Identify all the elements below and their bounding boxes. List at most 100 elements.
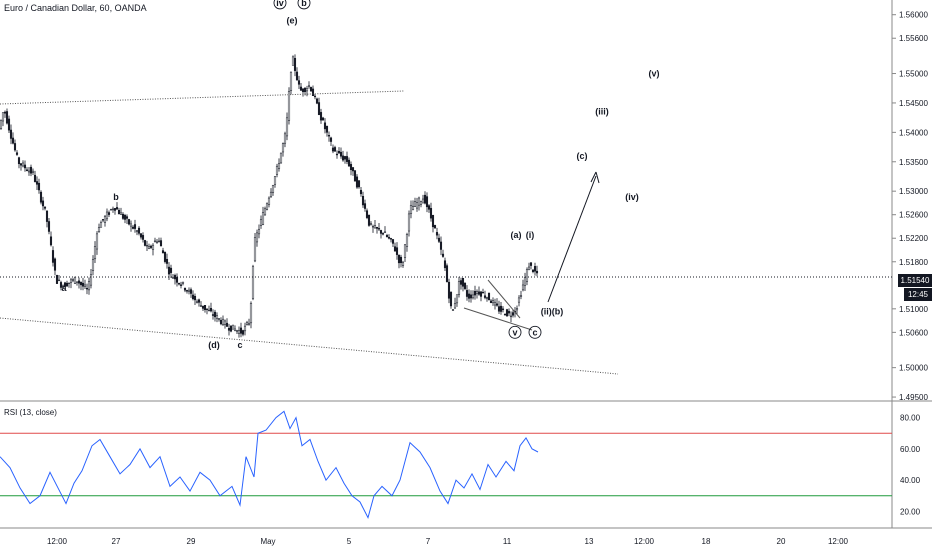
- candle-body: [517, 297, 521, 303]
- candle-body: [301, 88, 305, 93]
- candle-body: [157, 240, 161, 243]
- candle-body: [5, 111, 9, 124]
- candle-body: [365, 210, 369, 218]
- price-tick-label: 1.52200: [899, 234, 928, 243]
- candle-body: [285, 117, 289, 137]
- candle-body: [33, 174, 37, 182]
- time-tick-label: 12:00: [47, 537, 68, 546]
- candle-body: [311, 88, 315, 96]
- candle-body: [199, 305, 203, 307]
- candle-body: [21, 162, 25, 167]
- candle-body: [471, 294, 475, 299]
- wave-label: (iv): [625, 192, 639, 202]
- candle-body: [355, 176, 359, 188]
- candle-body: [31, 170, 35, 173]
- candle-body: [211, 314, 215, 316]
- candle-body: [69, 279, 73, 283]
- candle-body: [421, 198, 425, 204]
- candle-body: [477, 291, 481, 295]
- candle-body: [423, 194, 427, 204]
- candle-body: [381, 233, 385, 235]
- candle-body: [195, 301, 199, 303]
- candle-body: [485, 297, 489, 299]
- candle-body: [257, 228, 261, 235]
- candle-body: [415, 202, 419, 209]
- candle-body: [17, 157, 21, 164]
- candle-body: [437, 237, 441, 242]
- candle-body: [61, 285, 65, 288]
- candle-body: [499, 305, 503, 312]
- candle-body: [151, 244, 155, 250]
- candle-body: [89, 274, 93, 286]
- candle-body: [299, 86, 303, 91]
- candle-body: [451, 309, 455, 311]
- candle-body: [393, 246, 397, 252]
- candle-body: [401, 261, 405, 266]
- candle-body: [457, 281, 461, 295]
- price-tick-label: 1.54000: [899, 128, 928, 137]
- candle-body: [143, 240, 147, 246]
- candle-body: [57, 279, 61, 282]
- candle-body: [441, 253, 445, 257]
- candle-body: [431, 214, 435, 228]
- candle-body: [269, 191, 273, 198]
- time-tick-label: 27: [112, 537, 121, 546]
- candle-body: [351, 167, 355, 172]
- candle-body: [443, 260, 447, 269]
- price-tick-label: 1.55600: [899, 34, 928, 43]
- candle-body: [327, 135, 331, 137]
- candle-body: [51, 250, 55, 263]
- candle-body: [405, 234, 409, 247]
- candle-body: [99, 222, 103, 228]
- candle-body: [315, 98, 319, 104]
- candle-body: [65, 282, 69, 287]
- candle-body: [343, 156, 347, 160]
- last-price-tag: 1.51540: [898, 274, 932, 287]
- price-axis-ticks: 1.49500 1.50000 1.50600 1.51000 1.51800 1.522…: [892, 11, 928, 402]
- candle-body: [233, 328, 237, 331]
- candle-body: [523, 277, 527, 286]
- candle-body: [501, 308, 505, 310]
- price-tick-label: 1.49500: [899, 393, 928, 402]
- candle-body: [251, 266, 255, 299]
- time-tick-label: 20: [777, 537, 786, 546]
- candle-body: [97, 227, 101, 233]
- time-tick-label: 5: [347, 537, 352, 546]
- candle-body: [363, 203, 367, 209]
- candle-body: [207, 309, 211, 312]
- candle-body: [375, 226, 379, 229]
- candle-body: [139, 233, 143, 238]
- candle-body: [121, 213, 125, 219]
- candle-body: [275, 165, 279, 175]
- wave-label: (e): [287, 16, 298, 26]
- candle-body: [15, 152, 19, 155]
- candle-body: [419, 201, 423, 205]
- candle-body: [229, 325, 233, 332]
- candle-body: [511, 312, 515, 316]
- candle-body: [439, 241, 443, 250]
- candle-body: [387, 236, 391, 239]
- candle-body: [291, 56, 295, 66]
- candle-body: [167, 266, 171, 275]
- candle-body: [245, 321, 249, 325]
- price-tick-label: 1.54500: [899, 99, 928, 108]
- wave-label-circle: [508, 325, 522, 339]
- candle-body: [389, 238, 393, 240]
- candle-body: [407, 213, 411, 232]
- candle-body: [287, 91, 291, 121]
- candle-body: [417, 197, 421, 206]
- candle-body: [433, 225, 437, 229]
- candle-body: [13, 143, 17, 151]
- candle-body: [197, 299, 201, 303]
- candle-body: [203, 305, 207, 310]
- candle-body: [41, 200, 45, 207]
- time-axis-ticks: 12:00 27 29 May 5 7 11 13 12:00 18 20 12:00: [47, 537, 849, 546]
- candle-body: [447, 281, 451, 299]
- candle-body: [341, 155, 345, 161]
- candle-body: [183, 287, 187, 291]
- candle-body: [3, 111, 7, 114]
- candle-body: [347, 159, 351, 167]
- candle-body: [193, 295, 197, 301]
- candle-body: [223, 320, 227, 325]
